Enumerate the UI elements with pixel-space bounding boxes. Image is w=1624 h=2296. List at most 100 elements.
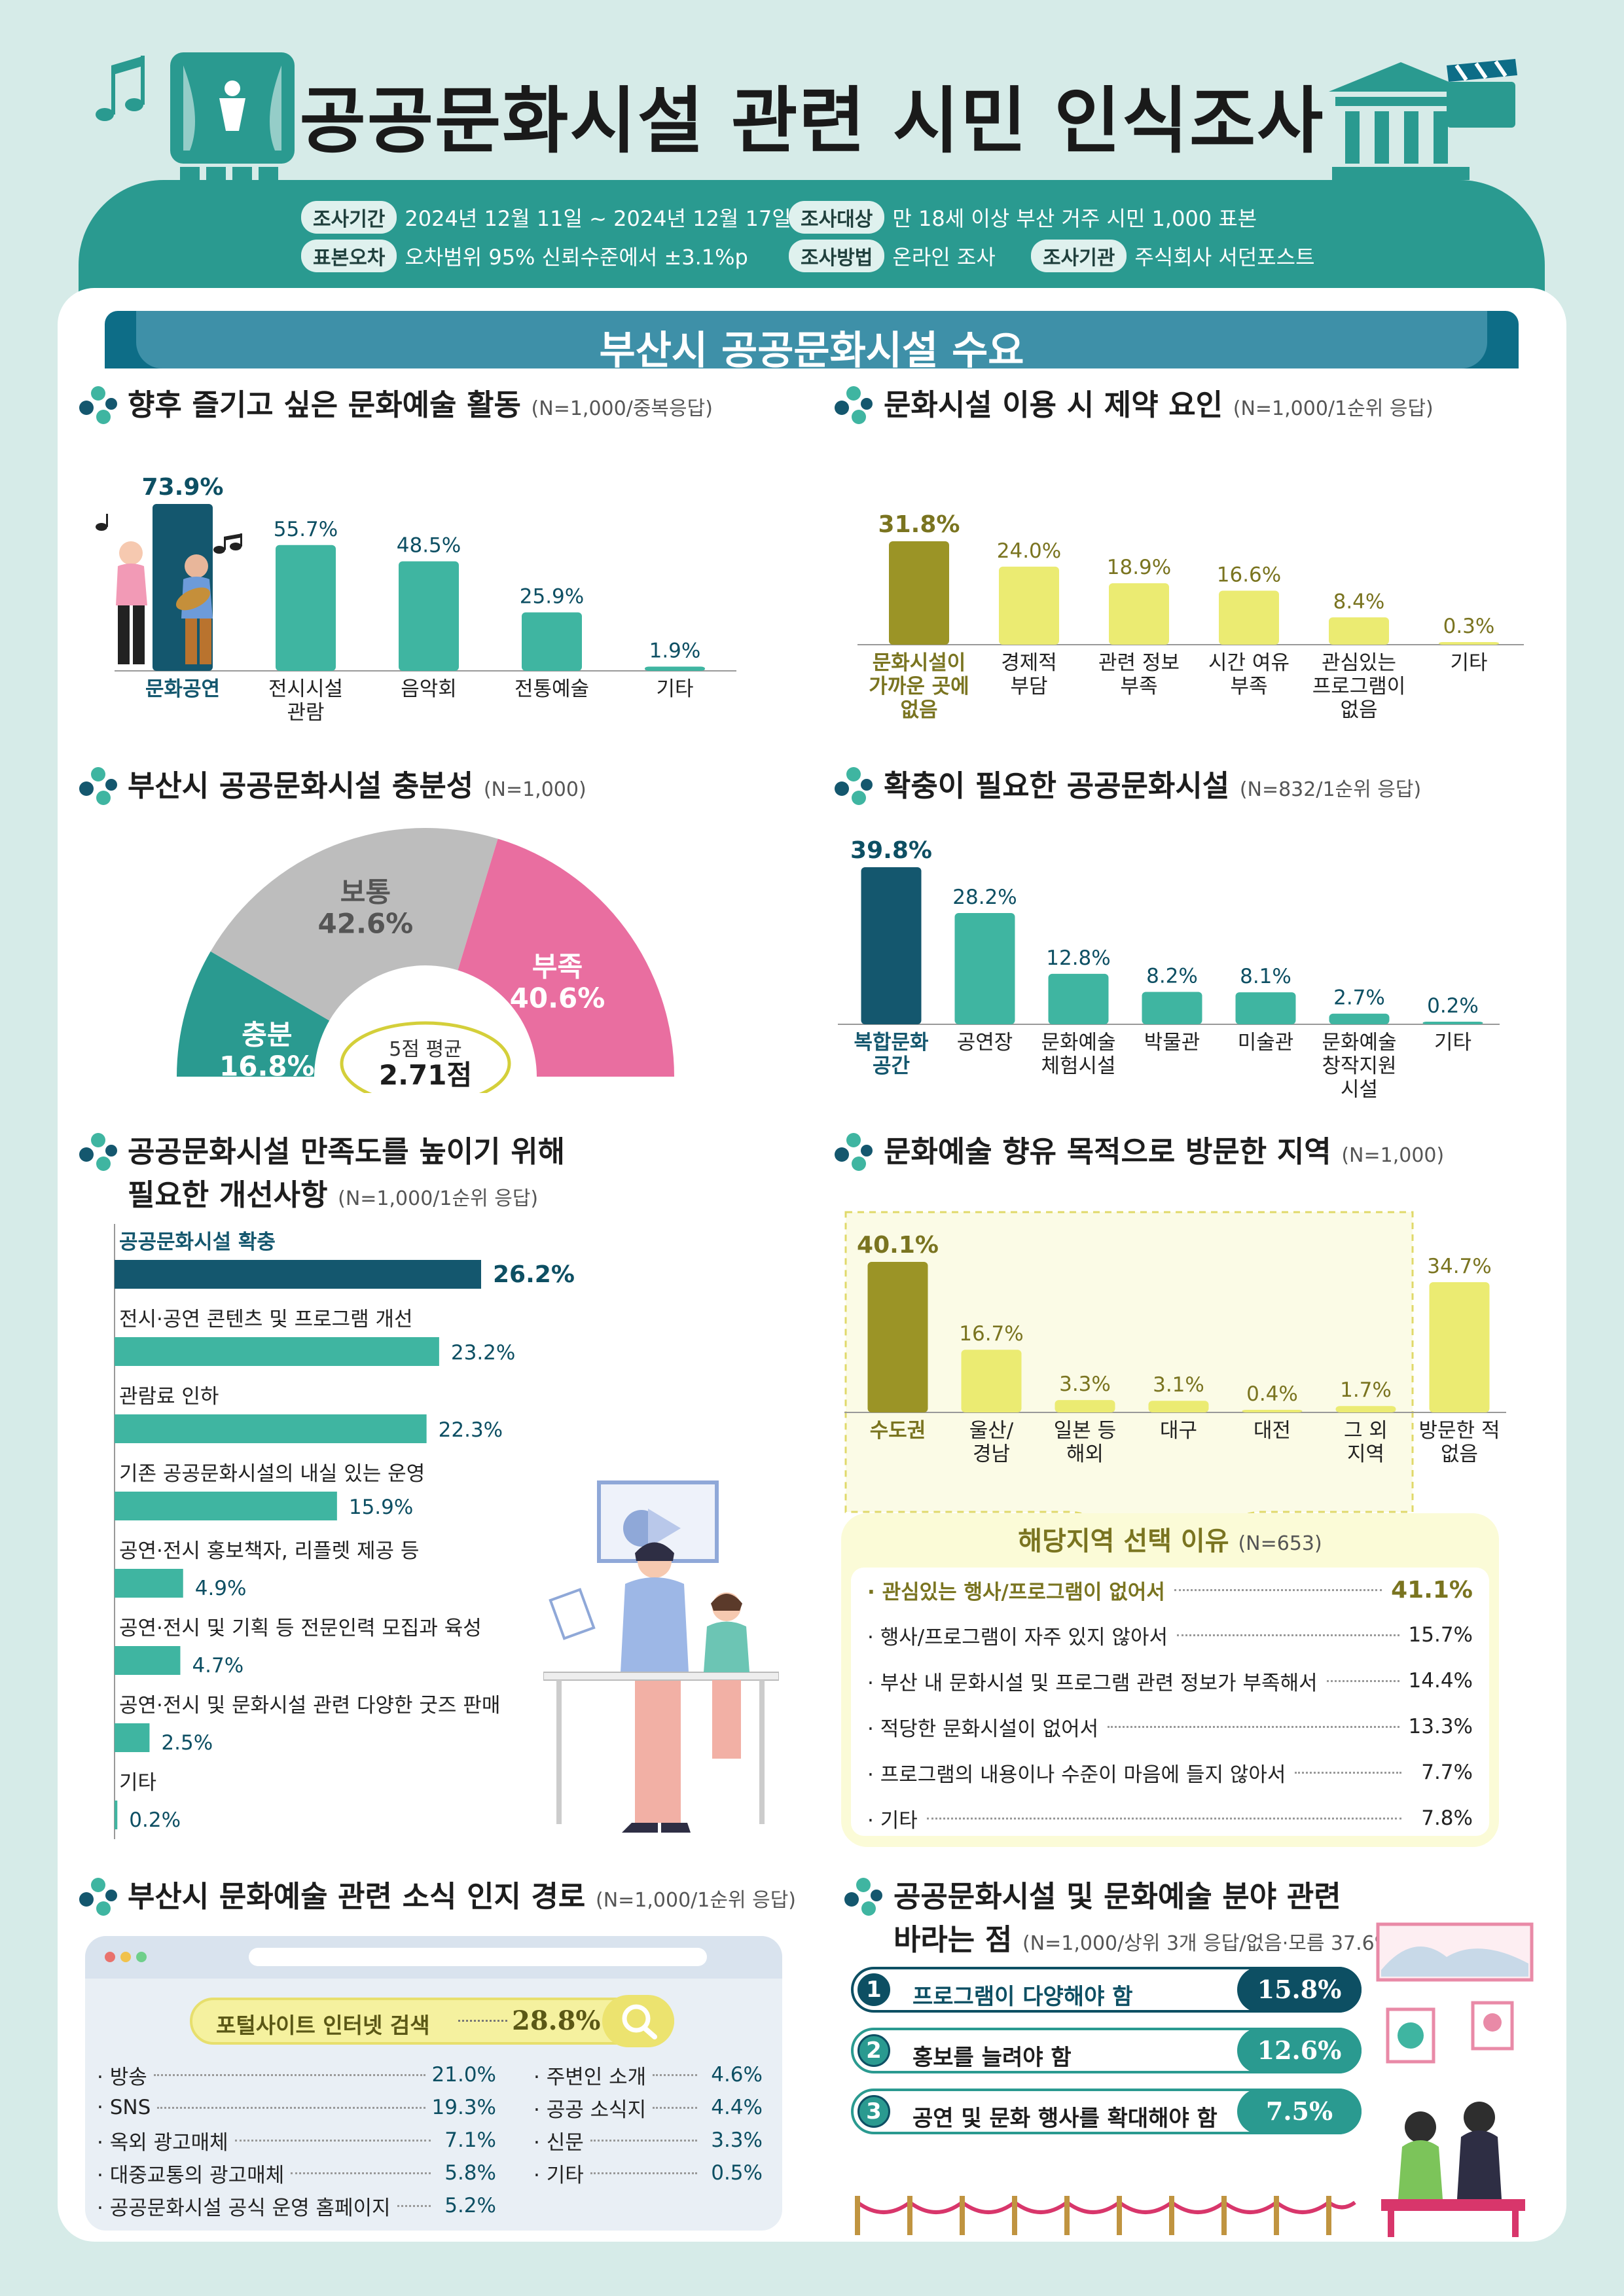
hope-rank: 3 (857, 2095, 890, 2128)
bar-value-label: 0.3% (1443, 615, 1495, 638)
section-title-text: 향후 즐기고 싶은 문화예술 활동 (128, 387, 521, 422)
bar (1329, 1013, 1390, 1024)
region-reason-row: · 관심있는 행사/프로그램이 없어서 41.1% (867, 1577, 1473, 1604)
bar-value-label: 8.4% (1333, 590, 1385, 613)
category-label: 복합문화 (854, 1031, 929, 1054)
bar-value-label: 4.7% (192, 1654, 244, 1677)
bar (1242, 1410, 1303, 1412)
section-title-regions: 문화예술 향유 목적으로 방문한 지역 (N=1,000) (884, 1130, 1444, 1177)
hope-value: 7.5% (1237, 2089, 1362, 2134)
main-header-inner (136, 311, 1487, 368)
news-channel-label: · SNS (97, 2096, 151, 2119)
category-label: 시설 (1341, 1078, 1378, 1100)
leader-dots (458, 2020, 507, 2022)
category-label: 가까운 곳에 (869, 675, 969, 698)
leader-dots (153, 2073, 425, 2076)
news-channel-value: 0.5% (711, 2161, 763, 2185)
news-channel-value: 4.4% (711, 2096, 763, 2119)
news-top-label: 포털사이트 인터넷 검색 (216, 2013, 430, 2038)
bar-value-label: 12.8% (1046, 946, 1110, 970)
bar-value-label: 18.9% (1107, 556, 1171, 579)
category-label: 대구 (1160, 1419, 1197, 1443)
region-reason-value: 14.4% (1408, 1669, 1473, 1693)
bar (115, 1569, 183, 1598)
category-label: 공연장 (957, 1031, 1013, 1054)
bar (645, 666, 705, 671)
bar-value-label: 8.1% (1240, 965, 1291, 988)
bar-value-label: 16.7% (959, 1322, 1023, 1346)
info-error-label: 표본오차 (301, 240, 397, 272)
section-bullet-icon (835, 767, 873, 805)
hope-row: 2 홍보를 늘려야 함 12.6% (851, 2028, 1362, 2073)
music-note-icon (213, 533, 242, 554)
category-label: 관람료 인하 (119, 1385, 219, 1408)
bar-value-label: 23.2% (451, 1341, 515, 1365)
bar-value-label: 4.9% (195, 1577, 247, 1600)
news-channel-row: · 공공 소식지 4.4% (533, 2094, 763, 2122)
bar (1329, 617, 1389, 645)
category-label: 해외 (1066, 1443, 1104, 1466)
news-channel-label: · 기타 (533, 2163, 584, 2187)
hope-label: 프로그램이 다양해야 함 (912, 1984, 1133, 2010)
leader-dots (1326, 1679, 1399, 1682)
news-channel-row: · 주변인 소개 4.6% (533, 2062, 763, 2089)
category-label: 부담 (1010, 675, 1047, 698)
category-label: 공연·전시 홍보책자, 리플렛 제공 등 (119, 1539, 419, 1563)
info-error-value: 오차범위 95% 신뢰수준에서 ±3.1%p (405, 245, 748, 270)
category-label: 기타 (656, 677, 693, 701)
bar-value-label: 2.7% (1333, 986, 1385, 1010)
bar (115, 1414, 427, 1443)
category-label: 전시시설 (268, 677, 343, 701)
region-reason-row: · 행사/프로그램이 자주 있지 않아서 15.7% (867, 1622, 1473, 1649)
bar-value-label: 25.9% (520, 585, 584, 609)
news-top-pill (190, 1998, 674, 2045)
hope-value: 12.6% (1237, 2028, 1362, 2073)
music-note-icon (96, 514, 108, 531)
bar (1335, 1406, 1396, 1412)
news-channel-value: 21.0% (431, 2063, 496, 2087)
section-title-text: 부산시 문화예술 관련 소식 인지 경로 (128, 1879, 586, 1914)
bar-value-label: 15.9% (349, 1496, 413, 1519)
pie-slice-label: 충분 (242, 1019, 292, 1051)
region-reasons-list (851, 1568, 1489, 1836)
category-label: 기타 (119, 1771, 156, 1795)
region-reasons-title: 해당지역 선택 이유 (N=653) (841, 1520, 1499, 1558)
pie-slice-label: 부족 (532, 951, 583, 983)
bar-value-label: 73.9% (142, 474, 224, 501)
category-label: 경제적 (1001, 651, 1057, 675)
browser-window-icon (85, 1936, 782, 2231)
browser-dot-yellow (120, 1952, 131, 1962)
section-title-line1: 공공문화시설 만족도를 높이기 위해 (128, 1134, 566, 1169)
section-note: (N=1,000/1순위 응답) (1233, 397, 1434, 420)
category-label: 없음 (1441, 1443, 1478, 1466)
category-label: 시간 여유 (1208, 651, 1290, 675)
bar (276, 545, 336, 671)
music-notes-icon (96, 56, 145, 121)
leader-dots (291, 2172, 431, 2174)
leader-dots (590, 2172, 697, 2174)
info-method-label: 조사방법 (789, 240, 885, 272)
region-reason-row: · 기타 7.8% (867, 1805, 1473, 1833)
bar-value-label: 40.1% (857, 1232, 939, 1259)
section-note: (N=1,000/중복응답) (531, 397, 713, 420)
category-label: 전시·공연 콘텐츠 및 프로그램 개선 (119, 1308, 413, 1331)
bar (999, 566, 1059, 645)
bar-value-label: 31.8% (878, 511, 960, 538)
category-label: 지역 (1347, 1443, 1384, 1466)
category-label: 관람 (287, 701, 324, 725)
hope-value: 15.8% (1237, 1967, 1362, 2013)
section-title-expansion: 확충이 필요한 공공문화시설 (N=832/1순위 응답) (884, 764, 1421, 812)
category-label: 문화공연 (145, 677, 220, 701)
info-period-value: 2024년 12월 11일 ~ 2024년 12월 17일 (405, 206, 791, 231)
hope-label: 공연 및 문화 행사를 확대해야 함 (912, 2106, 1218, 2132)
info-agency-value: 주식회사 서던포스트 (1134, 245, 1315, 270)
category-label: 부족 (1120, 675, 1157, 698)
browser-address-bar (249, 1948, 707, 1966)
info-period: 조사기간 2024년 12월 11일 ~ 2024년 12월 17일 (301, 201, 791, 234)
average-label: 5점 평균 (389, 1038, 461, 1061)
clapperboard-icon (1447, 59, 1517, 128)
category-label: 체험시설 (1041, 1054, 1115, 1078)
regions-frame (844, 1211, 1414, 1532)
main-header-title: 부산시 공공문화시설 수요 (599, 328, 1024, 374)
category-label: 경남 (973, 1443, 1010, 1466)
